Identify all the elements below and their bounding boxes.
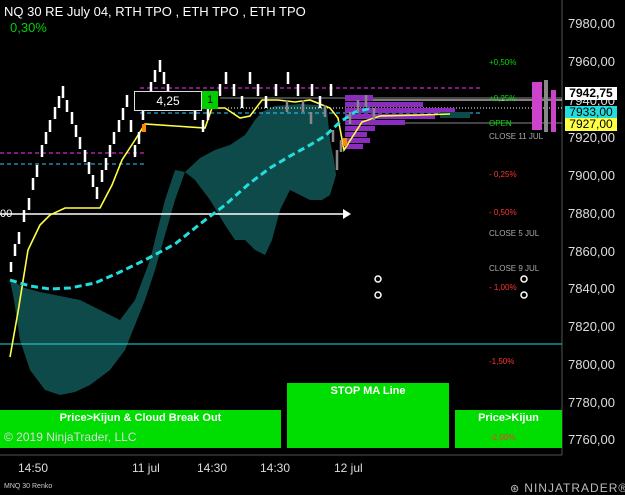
- price-tick: 7880,00: [568, 206, 615, 221]
- change-percent: 0,30%: [10, 20, 47, 35]
- level-open: OPEN: [489, 119, 512, 128]
- price-tick: 7860,00: [568, 244, 615, 259]
- level-close-11-jul: CLOSE 11 JUL: [489, 132, 544, 141]
- ninjatrader-logo: ⊛ NINJATRADER®: [510, 481, 625, 495]
- order-quantity-box[interactable]: 4,25: [134, 91, 202, 111]
- copyright-text: © 2019 NinjaTrader, LLC: [4, 430, 137, 444]
- level-plus-025: +0,25%: [489, 94, 517, 103]
- price-tick: 7760,00: [568, 432, 615, 447]
- level-minus-200: -2,00%: [490, 433, 516, 442]
- signal-circle: [374, 291, 382, 299]
- price-tick: 7840,00: [568, 281, 615, 296]
- signal-circle: [374, 275, 382, 283]
- time-tick: 14:30: [260, 461, 291, 475]
- price-tick: 7900,00: [568, 168, 615, 183]
- price-tick: 7920,00: [568, 130, 615, 145]
- time-tick: 11 jul: [132, 461, 160, 475]
- signal-kijun-cloud-breakout[interactable]: Price>Kijun & Cloud Break Out: [0, 410, 281, 448]
- current-price-tag: 7942,75: [565, 87, 617, 100]
- instrument-label: MNQ 30 Renko: [4, 483, 53, 490]
- brand-icon: ⊛: [510, 483, 525, 495]
- signal-circle: [520, 291, 528, 299]
- level-minus-025: - 0,25%: [489, 170, 517, 179]
- order-count-badge[interactable]: 1: [202, 91, 218, 109]
- level-close-5-jul: CLOSE 5 JUL: [489, 229, 540, 238]
- orange-marker: [343, 138, 347, 146]
- low-price-tag: 7927,00: [565, 118, 617, 131]
- arrow-head: [343, 209, 351, 219]
- left-price-fragment: 00: [0, 208, 13, 220]
- profile-right: [532, 80, 556, 132]
- level-minus-150: -1,50%: [489, 357, 515, 366]
- mid-price-tag: 7933,00: [565, 106, 617, 119]
- price-tick: 7820,00: [568, 319, 615, 334]
- time-tick: 14:50: [18, 461, 49, 475]
- ichimoku-cloud: [10, 104, 336, 395]
- renko-bricks-grey: [285, 95, 376, 170]
- signal-price-kijun[interactable]: Price>Kijun: [455, 410, 562, 448]
- time-tick: 12 jul: [334, 461, 363, 475]
- price-tick: 7780,00: [568, 395, 615, 410]
- chart-title: NQ 30 RE July 04, RTH TPO , ETH TPO , ET…: [4, 4, 306, 19]
- level-minus-050: - 0,50%: [489, 208, 517, 217]
- level-plus-050: +0,50%: [489, 58, 517, 67]
- price-tick: 7960,00: [568, 54, 615, 69]
- signal-circle: [520, 275, 528, 283]
- ma-line: [9, 106, 373, 291]
- level-close-9-jul: CLOSE 9 JUL: [489, 264, 540, 273]
- time-tick: 14:30: [197, 461, 228, 475]
- brand-name: NINJATRADER®: [524, 481, 625, 495]
- price-tick: 7800,00: [568, 357, 615, 372]
- signal-stop-ma-line[interactable]: STOP MA Line: [287, 383, 449, 448]
- level-minus-100: - 1,00%: [489, 283, 517, 292]
- orange-marker: [142, 124, 146, 132]
- price-tick: 7980,00: [568, 16, 615, 31]
- kijun-line: [9, 99, 451, 358]
